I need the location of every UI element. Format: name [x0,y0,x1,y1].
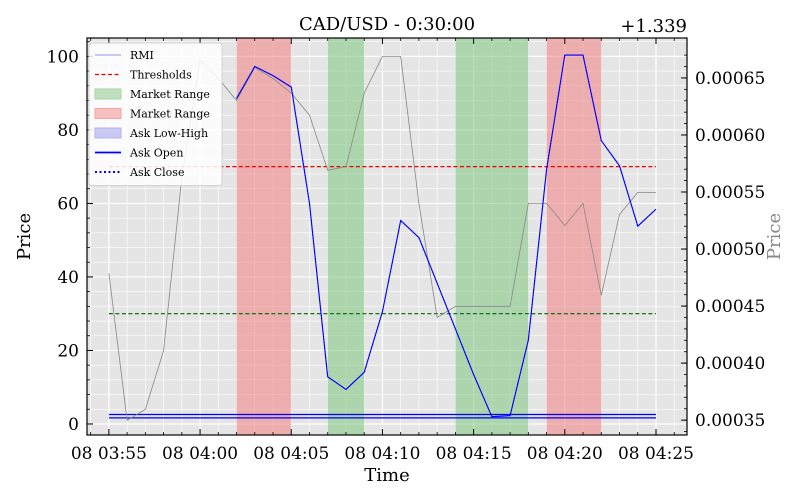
x-tick-label: 08 04:05 [253,444,329,464]
y-tick-label: 100 [47,47,79,67]
legend-label: RMI [130,49,154,62]
y-tick-label: 60 [57,194,79,214]
chart-title: CAD/USD - 0:30:00 [299,14,475,35]
legend-swatch [94,108,122,119]
y-right-tick-label: 0.00045 [695,297,765,317]
legend-label: Thresholds [130,69,192,82]
x-tick-label: 08 04:10 [344,444,420,464]
shaded-regions [236,38,602,435]
y-right-tick-label: 0.00060 [695,126,765,146]
x-tick-label: 08 04:00 [162,444,238,464]
y-axis-right-label: Price [764,213,785,260]
y-right-tick-label: 0.00050 [695,240,765,260]
legend-swatch [94,88,122,100]
legend-label: Market Range [130,88,210,101]
y-right-tick-label: 0.00040 [695,354,765,374]
y-tick-label: 0 [68,415,79,435]
y-right-tick-label: 0.00035 [695,411,765,431]
legend-label: Market Range [130,108,210,121]
legend-label: Ask Close [129,166,184,179]
ticks: 08 03:55 08 04:00 08 04:05 08 04:10 08 04:15… [47,38,765,464]
ask-open-line [236,54,657,418]
y-tick-label: 80 [57,121,79,141]
y-tick-label: 20 [57,341,79,361]
x-axis-label: Time [364,465,409,486]
y-axis-label: Price [14,213,35,260]
x-tick-label: 08 04:20 [527,444,603,464]
legend-swatch [94,127,122,139]
market-range-region [236,38,292,435]
x-tick-label: 08 04:15 [436,444,512,464]
legend: RMI Thresholds Market Range Market Range Ask… [88,42,223,186]
y-right-tick-label: 0.00065 [695,69,765,89]
market-range-region [327,38,365,435]
legend-label: Ask Low-High [129,127,208,140]
y-tick-label: 40 [57,268,79,288]
right-axis-offset-label: +1.339 [620,16,687,37]
x-tick-label: 08 03:55 [71,444,147,464]
x-tick-label: 08 04:25 [618,444,694,464]
legend-label: Ask Open [129,147,183,160]
plot-frame [86,37,688,436]
y-right-tick-label: 0.00055 [695,183,765,203]
legend-box [88,42,223,186]
market-range-region [546,38,602,435]
market-range-region [455,38,529,435]
